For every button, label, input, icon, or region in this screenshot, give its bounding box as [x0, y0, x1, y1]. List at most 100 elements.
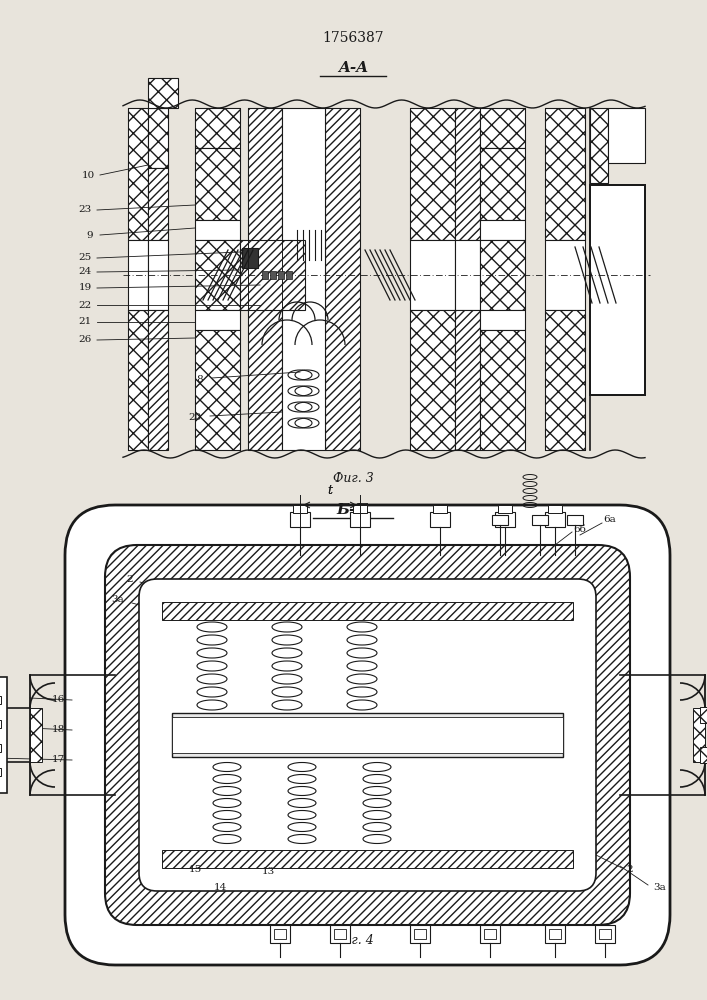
Text: 17: 17 [52, 756, 64, 764]
Bar [293, 505, 307, 513]
Bar [195, 220, 240, 240]
Bar [410, 310, 455, 450]
Bar [195, 240, 240, 310]
Bar [455, 310, 480, 450]
Bar [350, 512, 370, 527]
Bar [148, 310, 168, 450]
Bar [545, 310, 585, 450]
Bar [548, 505, 562, 513]
Bar [608, 108, 645, 163]
Bar [128, 108, 148, 240]
Bar [248, 108, 282, 450]
Bar [0, 720, 1, 728]
Text: 23: 23 [78, 206, 92, 215]
Bar [262, 271, 268, 279]
Bar [128, 240, 148, 310]
Bar [590, 108, 608, 183]
Bar [410, 240, 455, 310]
Bar [455, 240, 480, 310]
Bar [148, 108, 168, 168]
Bar [495, 512, 515, 527]
Bar [455, 108, 480, 240]
Bar [286, 271, 292, 279]
Text: 3а: 3а [654, 884, 667, 892]
FancyBboxPatch shape [105, 545, 630, 925]
Text: 19: 19 [78, 284, 92, 292]
Text: 21: 21 [78, 318, 92, 326]
Bar [595, 925, 615, 943]
Text: Фиг. 4: Фиг. 4 [332, 934, 373, 946]
Bar [567, 515, 583, 525]
Text: Б-Б: Б-Б [337, 503, 369, 517]
Bar [274, 929, 286, 939]
Bar [430, 512, 450, 527]
Text: Фиг. 3: Фиг. 3 [332, 472, 373, 485]
Bar [270, 925, 290, 943]
Text: 9: 9 [87, 231, 93, 239]
Bar [0, 696, 1, 704]
Bar [148, 78, 178, 108]
FancyBboxPatch shape [65, 505, 670, 965]
Bar [282, 108, 325, 450]
Bar [480, 240, 525, 310]
Text: 2: 2 [626, 865, 633, 874]
Bar [532, 515, 548, 525]
Bar [693, 708, 705, 762]
Bar [480, 925, 500, 943]
Bar [484, 929, 496, 939]
Text: 25: 25 [78, 253, 92, 262]
Bar [172, 717, 563, 753]
Bar [480, 220, 525, 240]
Bar [492, 515, 508, 525]
Text: 6а: 6а [604, 516, 617, 524]
Text: 1756387: 1756387 [322, 31, 384, 45]
Bar [330, 925, 350, 943]
Text: 15: 15 [188, 865, 201, 874]
Bar [545, 925, 565, 943]
Bar [480, 108, 525, 148]
Bar [433, 505, 447, 513]
Text: 6б: 6б [573, 526, 586, 534]
Bar [148, 240, 168, 310]
Bar [353, 505, 367, 513]
Bar [700, 707, 707, 723]
Bar [480, 330, 525, 450]
Bar [195, 108, 240, 148]
Bar [128, 310, 148, 450]
Bar [325, 108, 360, 450]
Bar [498, 505, 512, 513]
Bar [545, 108, 585, 240]
Text: A-A: A-A [338, 61, 368, 75]
Bar [30, 708, 42, 762]
FancyBboxPatch shape [139, 579, 596, 891]
Text: t: t [327, 484, 332, 496]
Bar [334, 929, 346, 939]
Bar [240, 240, 305, 310]
Bar [480, 310, 525, 330]
Bar [0, 768, 1, 776]
Text: t: t [327, 484, 332, 496]
Bar [0, 744, 1, 752]
Bar [599, 929, 611, 939]
Text: 16: 16 [52, 696, 64, 704]
Text: 3а: 3а [112, 595, 124, 604]
Text: 26: 26 [78, 336, 92, 344]
Bar [290, 512, 310, 527]
Text: 18: 18 [52, 726, 64, 734]
Text: 24: 24 [78, 267, 92, 276]
Text: 13: 13 [262, 867, 274, 876]
Text: 20: 20 [188, 414, 201, 422]
Bar [700, 747, 707, 763]
Bar [278, 271, 284, 279]
Text: 14: 14 [214, 884, 227, 892]
Bar [195, 310, 240, 330]
Bar [195, 148, 240, 220]
Bar [410, 925, 430, 943]
Bar [410, 108, 455, 240]
Bar [242, 248, 258, 268]
Bar [590, 185, 645, 395]
Bar [414, 929, 426, 939]
Bar [480, 148, 525, 220]
Text: 10: 10 [81, 170, 95, 180]
Text: 2: 2 [127, 576, 134, 584]
